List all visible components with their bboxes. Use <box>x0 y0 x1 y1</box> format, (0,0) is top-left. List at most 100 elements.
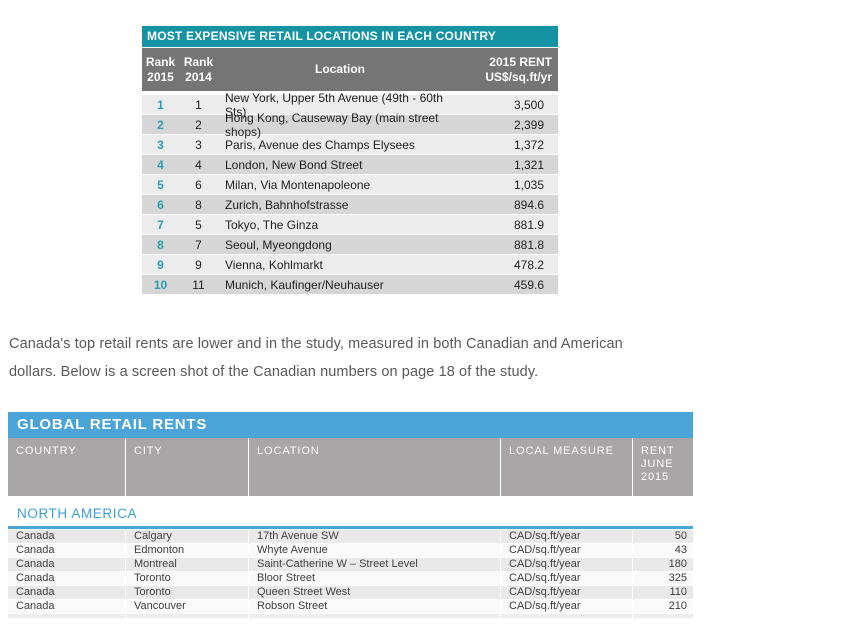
column-header-rent: 2015 RENT US$/sq.ft/yr <box>485 54 552 84</box>
clipped-table-row <box>8 614 693 618</box>
rent-value: 1,321 <box>513 157 544 172</box>
table-row: 10 11 Munich, Kaufinger/Neuhauser 459.6 <box>142 275 558 294</box>
rank-2015-value: 4 <box>157 157 164 172</box>
rank-2015-value: 2 <box>157 117 164 132</box>
city-value: Toronto <box>126 572 248 585</box>
location-value: 17th Avenue SW <box>249 530 500 543</box>
measure-value: CAD/sq.ft/year <box>501 600 632 613</box>
location-value: Saint-Catherine W – Street Level <box>249 558 500 571</box>
table-row: 9 9 Vienna, Kohlmarkt 478.2 <box>142 255 558 274</box>
table-row: Canada Calgary 17th Avenue SW CAD/sq.ft/… <box>8 530 693 543</box>
expensive-locations-rows: 1 1 New York, Upper 5th Avenue (49th - 6… <box>142 91 558 294</box>
column-header-local-measure: LOCAL MEASURE <box>501 438 632 496</box>
table-row: Canada Montreal Saint-Catherine W – Stre… <box>8 558 693 571</box>
location-value: Milan, Via Montenapoleone <box>225 177 371 192</box>
rank-2015-value: 9 <box>157 257 164 272</box>
location-value: Paris, Avenue des Champs Elysees <box>225 137 415 152</box>
table-row: 1 1 New York, Upper 5th Avenue (49th - 6… <box>142 91 558 119</box>
country-value: Canada <box>8 558 125 571</box>
global-retail-rents-header-row: COUNTRY CITY LOCATION LOCAL MEASURE RENT… <box>8 438 693 496</box>
location-value: Vienna, Kohlmarkt <box>225 257 323 272</box>
rank-2015-value: 3 <box>157 137 164 152</box>
rank-2015-value: 10 <box>153 277 168 292</box>
table-row: 2 2 Hong Kong, Causeway Bay (main street… <box>142 111 558 139</box>
rank-2015-value: 1 <box>157 97 164 112</box>
rank-2014-value: 5 <box>195 217 202 232</box>
expensive-locations-table: MOST EXPENSIVE RETAIL LOCATIONS IN EACH … <box>142 26 558 295</box>
rank-2015-value: 5 <box>157 177 164 192</box>
rank-2015-value: 8 <box>157 237 164 252</box>
rank-2014-value: 8 <box>195 197 202 212</box>
column-header-city: CITY <box>126 438 248 496</box>
country-value: Canada <box>8 544 125 557</box>
rent-value: 459.6 <box>513 277 544 292</box>
city-value: Edmonton <box>126 544 248 557</box>
city-value: Toronto <box>126 586 248 599</box>
rank-2014-value: 11 <box>192 277 205 292</box>
country-value: Canada <box>8 600 125 613</box>
table-row: 4 4 London, New Bond Street 1,321 <box>142 155 558 174</box>
table-row: 5 6 Milan, Via Montenapoleone 1,035 <box>142 175 558 194</box>
table-row: 6 8 Zurich, Bahnhofstrasse 894.6 <box>142 195 558 214</box>
country-value: Canada <box>8 530 125 543</box>
table-row: Canada Toronto Bloor Street CAD/sq.ft/ye… <box>8 572 693 585</box>
rank-2014-value: 6 <box>195 177 202 192</box>
rent-value: 881.8 <box>513 237 544 252</box>
table-row: Canada Edmonton Whyte Avenue CAD/sq.ft/y… <box>8 544 693 557</box>
body-paragraph: Canada's top retail rents are lower and … <box>9 330 709 386</box>
table-row: 8 7 Seoul, Myeongdong 881.8 <box>142 235 558 254</box>
rent-value: 50 <box>633 530 693 543</box>
rank-2014-value: 2 <box>195 117 202 132</box>
country-value: Canada <box>8 586 125 599</box>
rank-2014-value: 4 <box>195 157 202 172</box>
rent-value: 110 <box>633 586 693 599</box>
rank-2014-value: 1 <box>195 97 202 112</box>
table-row: 3 3 Paris, Avenue des Champs Elysees 1,3… <box>142 135 558 154</box>
rent-value: 325 <box>633 572 693 585</box>
table-row: Canada Toronto Queen Street West CAD/sq.… <box>8 586 693 599</box>
city-value: Vancouver <box>126 600 248 613</box>
location-value: New York, Upper 5th Avenue (49th - 60th … <box>225 90 443 119</box>
city-value: Calgary <box>126 530 248 543</box>
rent-value: 478.2 <box>513 257 544 272</box>
city-value: Montreal <box>126 558 248 571</box>
measure-value: CAD/sq.ft/year <box>501 558 632 571</box>
rank-2015-value: 6 <box>157 197 164 212</box>
body-paragraph-line-2: dollars. Below is a screen shot of the C… <box>9 364 539 380</box>
column-header-rank-2015: Rank 2015 <box>145 54 176 84</box>
measure-value: CAD/sq.ft/year <box>501 586 632 599</box>
column-header-location: Location <box>315 62 365 76</box>
location-value: Munich, Kaufinger/Neuhauser <box>225 277 384 292</box>
column-header-country: COUNTRY <box>8 438 125 496</box>
location-value: Zurich, Bahnhofstrasse <box>225 197 349 212</box>
rent-value: 881.9 <box>513 217 544 232</box>
location-value: Robson Street <box>249 600 500 613</box>
section-rule <box>8 526 693 529</box>
rent-value: 3,500 <box>513 97 544 112</box>
location-value: Hong Kong, Causeway Bay (main street sho… <box>225 110 439 139</box>
rank-2014-value: 9 <box>195 257 202 272</box>
rent-value: 1,035 <box>513 177 544 192</box>
measure-value: CAD/sq.ft/year <box>501 572 632 585</box>
expensive-locations-header-row: Rank 2015 Rank 2014 Location 2015 RENT U… <box>142 48 558 91</box>
rank-2014-value: 7 <box>195 237 202 252</box>
location-value: London, New Bond Street <box>225 157 363 172</box>
table-row: Canada Vancouver Robson Street CAD/sq.ft… <box>8 600 693 613</box>
column-header-rank-2014: Rank 2014 <box>183 54 214 84</box>
location-value: Bloor Street <box>249 572 500 585</box>
location-value: Seoul, Myeongdong <box>225 237 332 252</box>
rent-value: 1,372 <box>513 137 544 152</box>
column-header-location: LOCATION <box>249 438 500 496</box>
section-label-north-america: NORTH AMERICA <box>17 506 138 521</box>
expensive-locations-table-title: MOST EXPENSIVE RETAIL LOCATIONS IN EACH … <box>142 26 558 47</box>
location-value: Tokyo, The Ginza <box>225 217 319 232</box>
location-value: Whyte Avenue <box>249 544 500 557</box>
rent-value: 210 <box>633 600 693 613</box>
global-retail-rents-title: GLOBAL RETAIL RENTS <box>8 412 693 438</box>
body-paragraph-line-1: Canada's top retail rents are lower and … <box>9 336 623 352</box>
measure-value: CAD/sq.ft/year <box>501 530 632 543</box>
global-retail-rents-table: GLOBAL RETAIL RENTS COUNTRY CITY LOCATIO… <box>8 412 693 618</box>
location-value: Queen Street West <box>249 586 500 599</box>
country-value: Canada <box>8 572 125 585</box>
rent-value: 894.6 <box>513 197 544 212</box>
